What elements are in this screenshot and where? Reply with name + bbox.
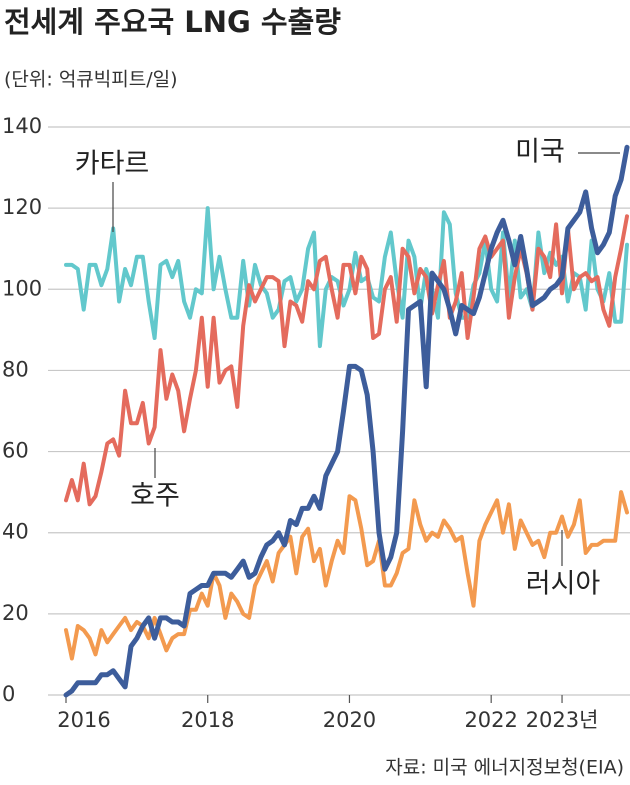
series-line [64, 490, 629, 661]
chart-subtitle: (단위: 억큐빅피트/일) [4, 69, 178, 91]
y-tick-label: 100 [2, 276, 42, 300]
source-note: 자료: 미국 에너지정보청(EIA) [385, 757, 624, 779]
y-tick-label: 140 [2, 114, 42, 138]
series-label: 미국 [515, 137, 565, 168]
series-line [64, 206, 629, 349]
x-tick-label: 2022 [464, 708, 517, 732]
x-tick-label: 2023년 [526, 708, 599, 732]
y-tick-label: 20 [2, 601, 29, 625]
series-line [63, 144, 630, 698]
chart-title: 전세계 주요국 LNG 수출량 [4, 5, 341, 39]
series-label: 호주 [130, 481, 180, 512]
y-tick-label: 0 [2, 682, 15, 706]
x-tick-label: 2020 [323, 708, 376, 732]
x-tick-label: 2018 [181, 708, 234, 732]
series-label: 카타르 [75, 149, 150, 180]
y-tick-label: 60 [2, 439, 29, 463]
y-tick-label: 80 [2, 357, 29, 381]
series-label: 러시아 [526, 569, 601, 600]
x-tick-label: 2016 [57, 708, 110, 732]
y-tick-label: 120 [2, 195, 42, 219]
y-tick-label: 40 [2, 520, 29, 544]
